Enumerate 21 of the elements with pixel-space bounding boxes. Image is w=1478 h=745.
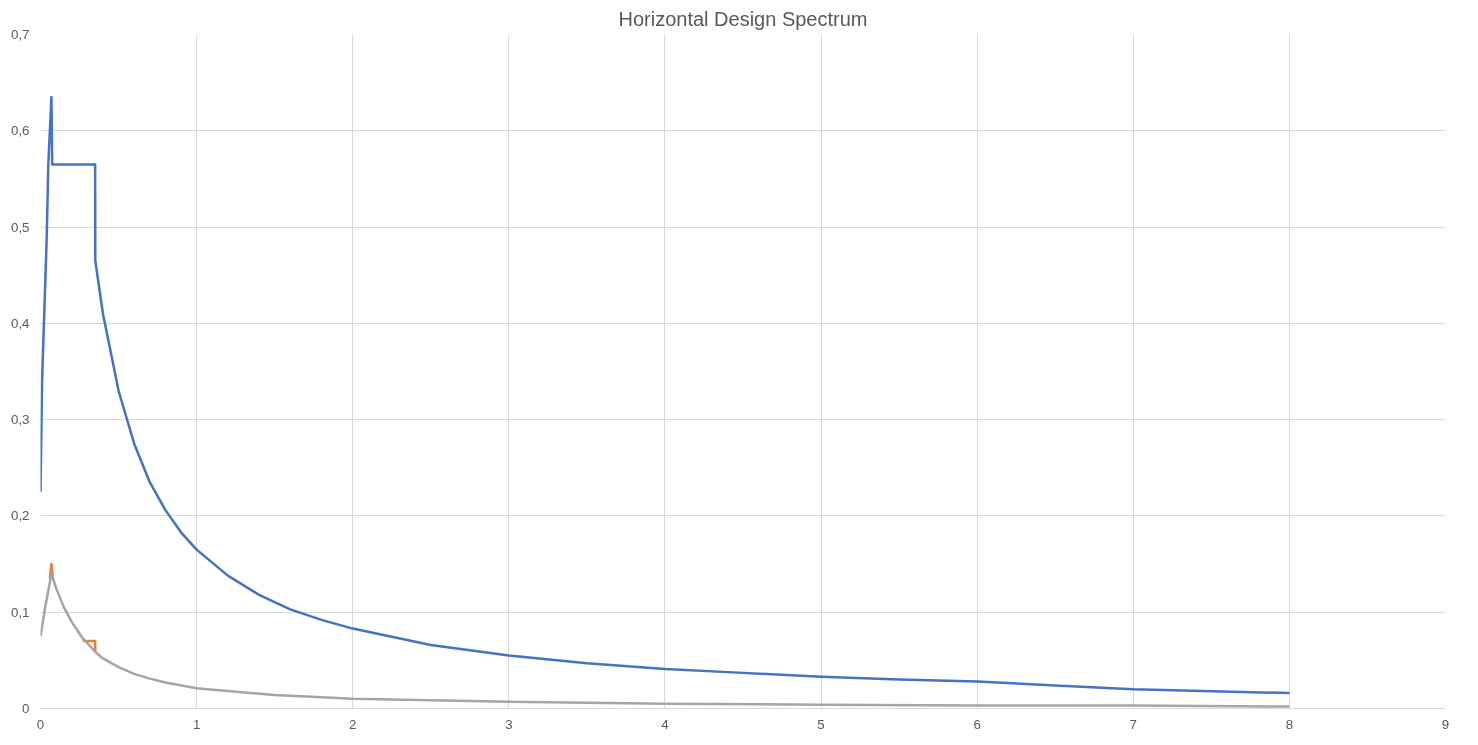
x-tick-label: 7 xyxy=(1129,716,1137,732)
x-tick-label: 2 xyxy=(349,716,357,732)
y-tick-label: 0,7 xyxy=(10,27,30,42)
x-tick-label: 6 xyxy=(973,716,981,732)
y-tick-label: 0,2 xyxy=(10,508,30,524)
y-tick-label: 0,4 xyxy=(10,315,31,331)
x-tick-label: 0 xyxy=(36,716,45,732)
x-tick-label: 5 xyxy=(817,716,825,732)
x-tick-label: 3 xyxy=(505,716,513,732)
chart-title: Horizontal Design Spectrum xyxy=(618,7,868,30)
y-tick-label: 0,6 xyxy=(10,123,30,139)
line-series xyxy=(40,572,1291,708)
y-tick-label: 0,3 xyxy=(10,412,30,428)
y-tick-label: 0 xyxy=(22,701,30,716)
y-tick-label: 0,5 xyxy=(10,219,30,235)
x-tick-label: 1 xyxy=(192,716,201,732)
x-tick-label: 9 xyxy=(1441,716,1450,732)
y-tick-label: 0,1 xyxy=(10,604,30,620)
x-tick-label: 8 xyxy=(1285,716,1294,732)
x-tick-label: 4 xyxy=(661,716,670,732)
line-series xyxy=(40,95,1291,695)
